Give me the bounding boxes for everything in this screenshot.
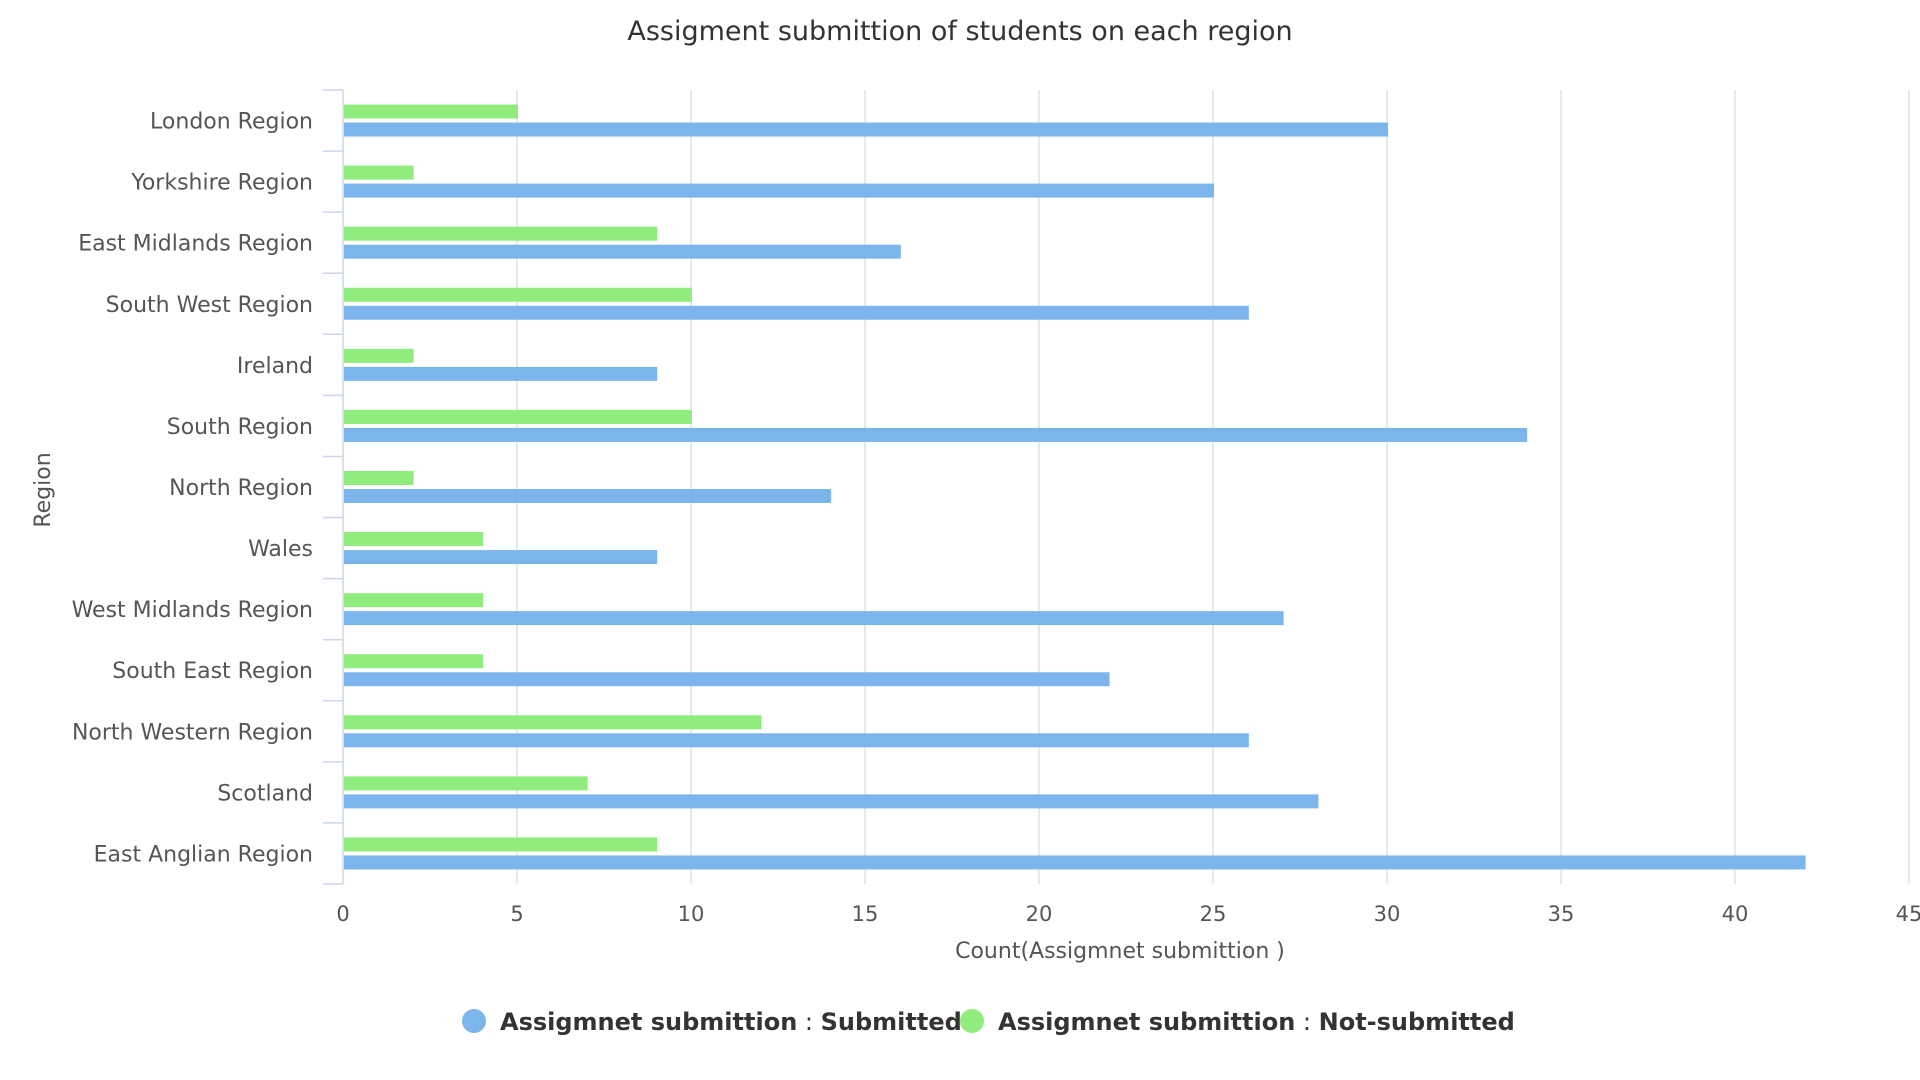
bar-not-submitted[interactable]	[344, 165, 414, 180]
bar-submitted[interactable]	[344, 305, 1249, 320]
bar-submitted[interactable]	[344, 672, 1110, 687]
bar-submitted[interactable]	[344, 611, 1284, 626]
x-tick-label: 15	[852, 902, 879, 926]
legend-label: Assigmnet submittion : Not-submitted	[998, 1008, 1515, 1036]
bar-not-submitted[interactable]	[344, 409, 692, 424]
category-label: South East Region	[112, 659, 313, 684]
grid-lines	[516, 90, 1910, 884]
bar-submitted[interactable]	[344, 366, 658, 381]
category-label: Yorkshire Region	[130, 171, 313, 196]
bar-not-submitted[interactable]	[344, 654, 484, 669]
x-tick-label: 35	[1548, 902, 1575, 926]
bar-submitted[interactable]	[344, 733, 1249, 748]
legend: Assigmnet submittion : Submitted Assigmne…	[462, 1008, 1515, 1036]
y-axis-title: Region	[31, 452, 56, 527]
bar-not-submitted[interactable]	[344, 104, 518, 119]
bar-not-submitted[interactable]	[344, 287, 692, 302]
category-label: North Western Region	[72, 720, 313, 745]
category-label: North Region	[169, 476, 313, 501]
bar-not-submitted[interactable]	[344, 348, 414, 363]
bar-not-submitted[interactable]	[344, 715, 762, 730]
legend-label-value: Submitted	[821, 1008, 962, 1036]
bar-submitted[interactable]	[344, 122, 1388, 137]
x-tick-label: 20	[1026, 902, 1053, 926]
x-axis-title: Count(Assigmnet submittion )	[955, 939, 1285, 964]
x-tick-label: 0	[336, 902, 349, 926]
legend-item-submitted[interactable]: Assigmnet submittion : Submitted	[462, 1008, 962, 1036]
x-tick-label: 45	[1896, 902, 1920, 926]
bars	[344, 104, 1806, 870]
category-label: West Midlands Region	[72, 598, 313, 623]
legend-marker-icon	[462, 1009, 486, 1033]
x-tick-label: 30	[1374, 902, 1401, 926]
legend-marker-icon	[960, 1009, 984, 1033]
bar-submitted[interactable]	[344, 183, 1214, 198]
legend-label: Assigmnet submittion : Submitted	[500, 1008, 962, 1036]
x-tick-label: 40	[1722, 902, 1749, 926]
category-label: Wales	[248, 537, 313, 562]
legend-label-main: Assigmnet submittion	[998, 1008, 1295, 1036]
bar-not-submitted[interactable]	[344, 532, 484, 547]
bar-submitted[interactable]	[344, 550, 658, 565]
legend-item-not-submitted[interactable]: Assigmnet submittion : Not-submitted	[960, 1008, 1515, 1036]
chart-title: Assigment submittion of students on each…	[627, 16, 1292, 47]
bar-not-submitted[interactable]	[344, 471, 414, 485]
x-tick-label: 10	[678, 902, 705, 926]
bar-submitted[interactable]	[344, 489, 832, 503]
bar-submitted[interactable]	[344, 244, 901, 259]
category-label: Scotland	[217, 781, 313, 806]
category-label: London Region	[150, 110, 313, 135]
category-labels: London Region Yorkshire Region East Midlan…	[72, 110, 313, 868]
category-axis	[323, 89, 344, 885]
bar-submitted[interactable]	[344, 427, 1528, 442]
category-label: Ireland	[237, 354, 313, 379]
category-label: East Midlands Region	[78, 232, 313, 257]
category-label: South Region	[167, 415, 313, 440]
bar-submitted[interactable]	[344, 855, 1806, 870]
x-tick-label: 25	[1200, 902, 1227, 926]
legend-label-value: Not-submitted	[1319, 1008, 1515, 1036]
legend-label-sep: :	[797, 1008, 820, 1036]
legend-label-main: Assigmnet submittion	[500, 1008, 797, 1036]
bar-not-submitted[interactable]	[344, 226, 658, 241]
value-tick-labels: 0 5 10 15 20 25 30 35 40 45	[336, 902, 1920, 926]
bar-not-submitted[interactable]	[344, 776, 588, 791]
bar-not-submitted[interactable]	[344, 593, 484, 608]
category-label: South West Region	[106, 293, 313, 318]
x-tick-label: 5	[510, 902, 523, 926]
bar-submitted[interactable]	[344, 794, 1319, 809]
legend-label-sep: :	[1295, 1008, 1318, 1036]
category-label: East Anglian Region	[94, 842, 313, 867]
bar-not-submitted[interactable]	[344, 837, 658, 852]
